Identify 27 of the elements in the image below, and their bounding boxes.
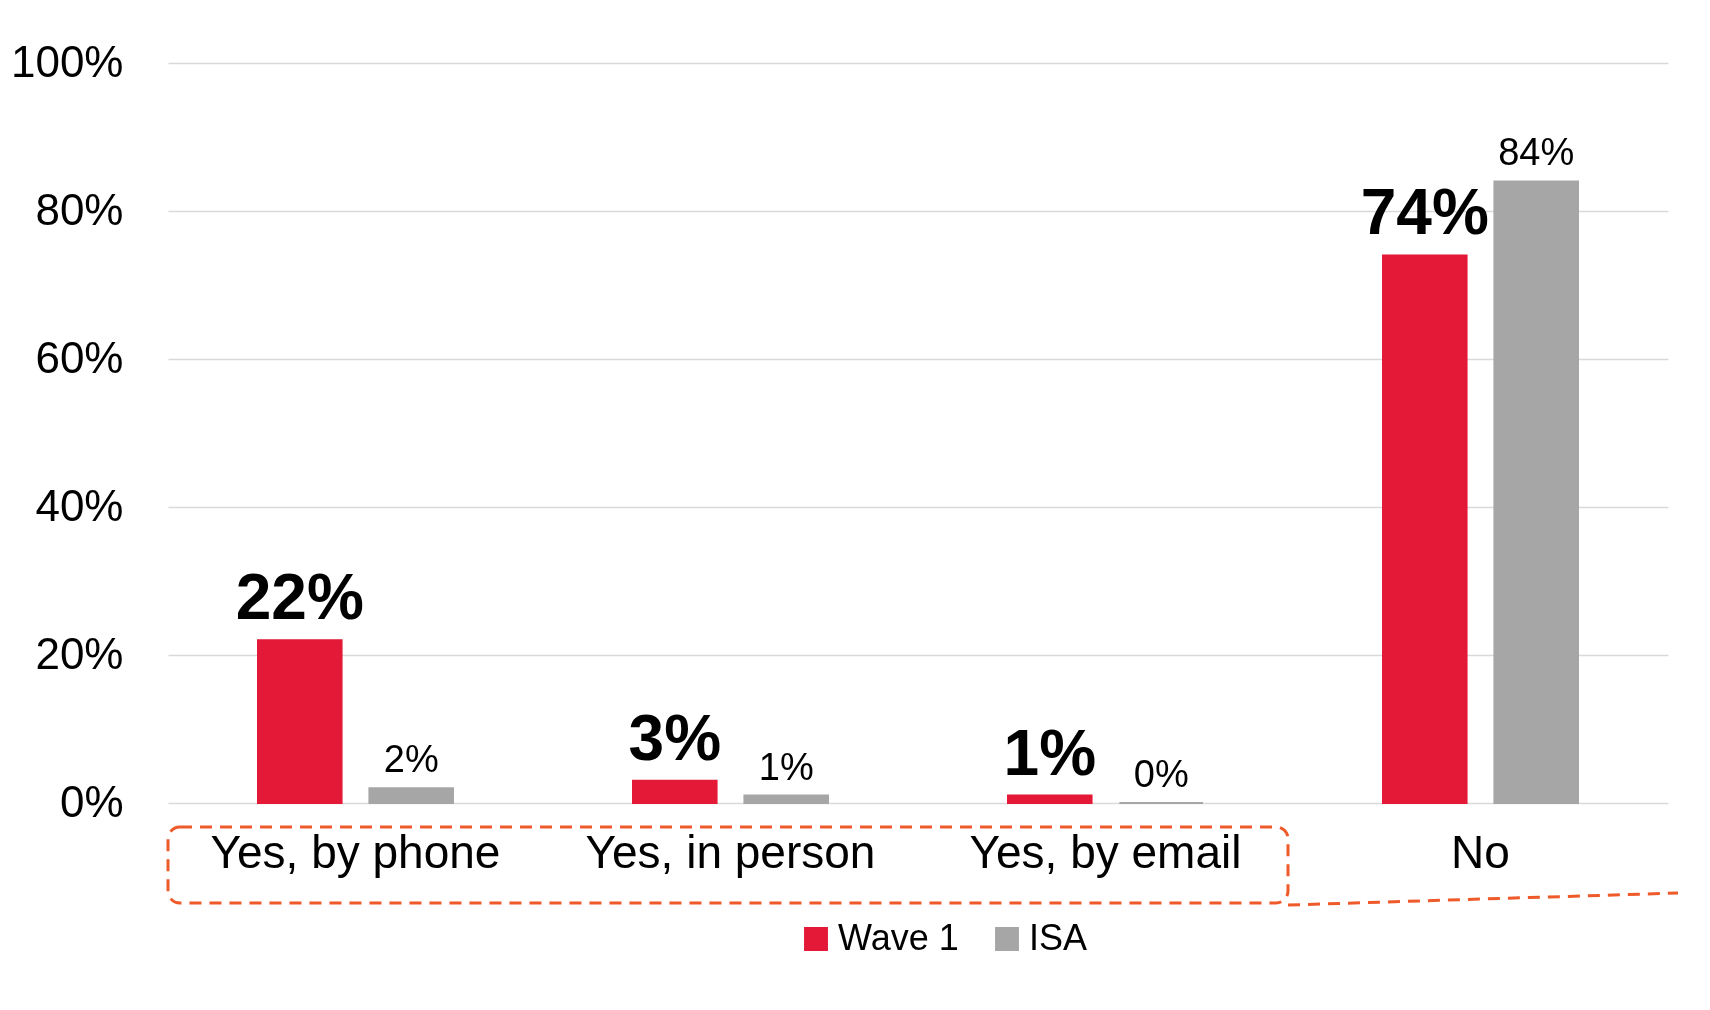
y-tick-label: 80% — [35, 184, 124, 234]
data-label: 1% — [1003, 716, 1097, 789]
data-label: 3% — [628, 701, 722, 774]
data-label: 1% — [758, 745, 814, 788]
bar — [743, 794, 829, 804]
data-label: 74% — [1360, 176, 1489, 249]
y-tick-label: 0% — [59, 776, 124, 826]
bar — [1493, 180, 1579, 804]
legend-label: ISA — [1029, 917, 1088, 958]
bar — [632, 779, 718, 804]
bar — [368, 787, 454, 804]
y-tick-label: 40% — [35, 480, 124, 530]
data-label: 84% — [1498, 131, 1575, 174]
x-tick-label: Yes, in person — [585, 825, 876, 878]
data-label: 0% — [1133, 753, 1189, 795]
bar — [1382, 254, 1468, 804]
data-label: 22% — [235, 561, 364, 634]
y-tick-label: 100% — [10, 36, 124, 86]
x-tick-label: Yes, by phone — [210, 825, 501, 878]
bar — [257, 639, 343, 804]
bar — [1007, 794, 1093, 804]
legend-label: Wave 1 — [838, 917, 959, 958]
y-tick-label: 20% — [35, 628, 124, 678]
x-tick-label: No — [1451, 825, 1510, 878]
y-tick-label: 60% — [35, 332, 124, 382]
x-tick-label: Yes, by email — [969, 825, 1242, 878]
data-label: 2% — [383, 738, 439, 781]
